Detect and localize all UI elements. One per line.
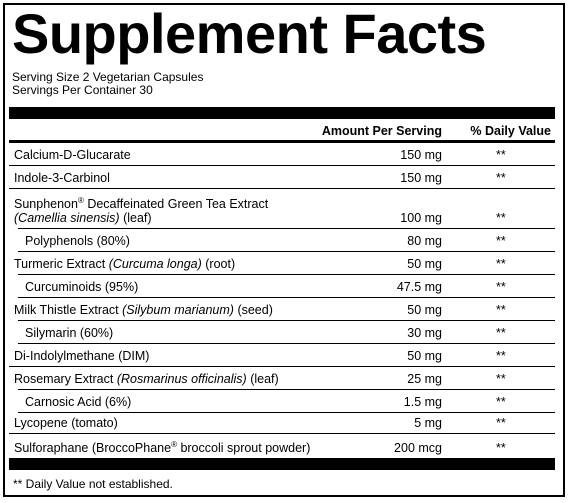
ingredient-daily-value: ** [496,372,506,386]
table-row: Curcuminoids (95%) 47.5 mg ** [9,274,555,298]
ingredient-daily-value: ** [496,257,506,271]
ingredient-amount: 50 mg [407,349,442,363]
ingredient-name: Curcuminoids (95%) [25,280,139,294]
ingredient-daily-value: ** [496,303,506,317]
ingredient-name: Calcium-D-Glucarate [14,148,131,162]
ingredient-amount: 100 mg [400,211,442,225]
ingredient-name: Di-Indolylmethane (DIM) [14,349,150,363]
ingredient-name: Polyphenols (80%) [25,234,130,248]
ingredient-name: Sulforaphane (BroccoPhane® broccoli spro… [14,439,311,455]
ingredient-amount: 47.5 mg [396,280,442,294]
serving-size: Serving Size 2 Vegetarian Capsules [12,70,204,84]
ingredient-amount: 5 mg [414,416,442,430]
bottom-thick-rule [9,458,555,470]
ingredient-amount: 150 mg [400,148,442,162]
nutrient-table: Calcium-D-Glucarate 150 mg ** Indole-3-C… [9,143,555,458]
ingredient-name: Carnosic Acid (6%) [25,395,132,409]
label-title: Supplement Facts [12,2,487,65]
ingredient-daily-value: ** [496,171,506,185]
ingredient-name: Silymarin (60%) [25,326,114,340]
ingredient-daily-value: ** [496,395,506,409]
ingredient-daily-value: ** [496,441,506,455]
ingredient-daily-value: ** [496,416,506,430]
ingredient-name: Indole-3-Carbinol [14,171,110,185]
ingredient-daily-value: ** [496,234,506,248]
ingredient-amount: 30 mg [407,326,442,340]
ingredient-name: Turmeric Extract (Curcuma longa) (root) [14,257,236,271]
ingredient-name: Milk Thistle Extract (Silybum marianum) … [14,303,273,317]
amount-per-serving-header: Amount Per Serving [321,124,442,138]
ingredient-daily-value: ** [496,148,506,162]
table-row: Calcium-D-Glucarate 150 mg ** [9,143,555,166]
ingredient-amount: 150 mg [400,171,442,185]
ingredient-amount: 50 mg [407,257,442,271]
ingredient-daily-value: ** [496,211,506,225]
ingredient-amount: 80 mg [407,234,442,248]
header-rule [9,140,555,143]
footnote: ** Daily Value not established. [13,477,173,491]
table-row: Lycopene (tomato) 5 mg ** [9,413,555,434]
table-row: Carnosic Acid (6%) 1.5 mg ** [9,389,555,413]
ingredient-daily-value: ** [496,280,506,294]
table-row: Sunphenon® Decaffeinated Green Tea Extra… [9,189,555,229]
servings-per-container: Servings Per Container 30 [12,83,153,97]
daily-value-header: % Daily Value [470,124,551,138]
ingredient-name: Sunphenon® Decaffeinated Green Tea Extra… [14,195,269,225]
table-row: Silymarin (60%) 30 mg ** [9,320,555,344]
ingredient-amount: 25 mg [407,372,442,386]
supplement-facts-label [3,3,565,497]
column-header: Amount Per Serving % Daily Value [9,121,555,141]
ingredient-daily-value: ** [496,326,506,340]
table-row: Indole-3-Carbinol 150 mg ** [9,166,555,189]
ingredient-name: Rosemary Extract (Rosmarinus officinalis… [14,372,279,386]
table-row: Milk Thistle Extract (Silybum marianum) … [9,298,555,321]
table-row: Turmeric Extract (Curcuma longa) (root) … [9,252,555,275]
table-row: Sulforaphane (BroccoPhane® broccoli spro… [9,434,555,458]
serving-info: Serving Size 2 Vegetarian Capsules Servi… [12,71,203,97]
table-row: Di-Indolylmethane (DIM) 50 mg ** [9,344,555,367]
ingredient-amount: 200 mcg [394,441,442,455]
ingredient-daily-value: ** [496,349,506,363]
ingredient-amount: 50 mg [407,303,442,317]
table-row: Polyphenols (80%) 80 mg ** [9,228,555,252]
table-row: Rosemary Extract (Rosmarinus officinalis… [9,367,555,390]
top-thick-rule [9,107,555,119]
ingredient-name: Lycopene (tomato) [14,416,118,430]
ingredient-amount: 1.5 mg [403,395,442,409]
